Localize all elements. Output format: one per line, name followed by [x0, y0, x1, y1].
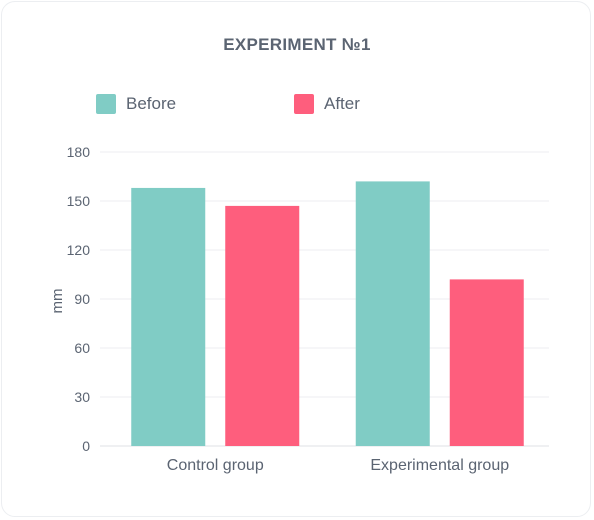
y-tick-label: 120 [67, 242, 91, 258]
y-tick-label: 180 [67, 144, 91, 160]
legend-swatch-before [96, 94, 116, 114]
y-axis-label: mm [49, 289, 66, 314]
bar-after-experimental-group[interactable] [449, 279, 524, 446]
y-tick-label: 0 [82, 438, 90, 454]
y-tick-label: 90 [74, 291, 90, 307]
x-category-label: Experimental group [370, 457, 509, 474]
bar-before-experimental-group[interactable] [355, 181, 430, 446]
bar-after-control-group[interactable] [225, 205, 300, 446]
x-axis-categories: Control group Experimental group [167, 457, 509, 474]
legend-label-after: After [324, 94, 360, 113]
y-tick-label: 30 [74, 389, 90, 405]
legend-item-before[interactable]: Before [96, 94, 176, 114]
y-tick-label: 150 [67, 193, 91, 209]
y-axis-ticks: 0 30 60 90 120 150 180 [67, 144, 91, 454]
legend-item-after[interactable]: After [294, 94, 360, 114]
chart-title: EXPERIMENT №1 [223, 35, 371, 54]
legend-swatch-after [294, 94, 314, 114]
bars [131, 181, 524, 446]
x-category-label: Control group [167, 457, 264, 474]
bar-before-control-group[interactable] [131, 187, 206, 446]
legend-label-before: Before [126, 94, 177, 113]
y-tick-label: 60 [74, 340, 90, 356]
